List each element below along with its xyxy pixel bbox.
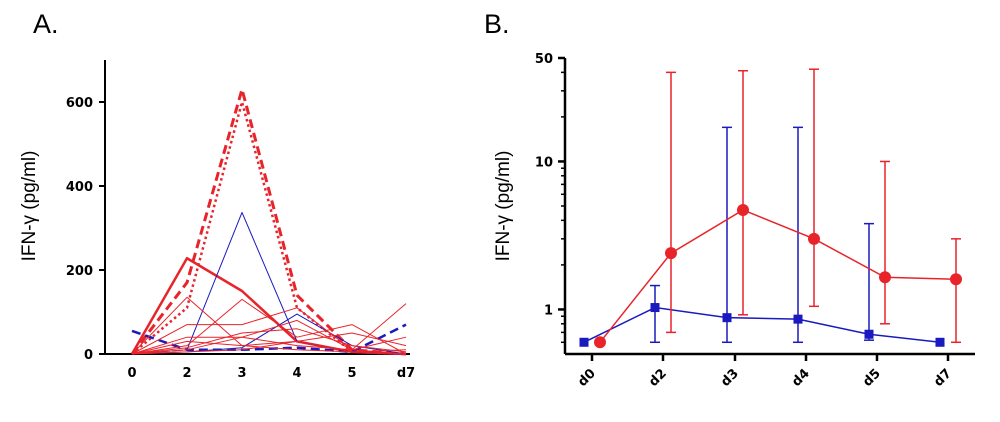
panel-b-marker-circle — [594, 336, 606, 349]
panel-a-x-tick-label: 3 — [237, 366, 246, 381]
panel-b-marker-square — [650, 303, 660, 313]
panel-b-x-tick-label: d2 — [646, 366, 670, 390]
panel-a-series-line — [131, 298, 407, 355]
panel-a-y-tick-label: 400 — [66, 180, 93, 195]
panel-b-marker-square — [793, 314, 803, 324]
panel-b-marker-square — [864, 329, 874, 339]
panel-b-marker-square — [722, 313, 732, 323]
panel-b-series-line — [583, 306, 941, 344]
panel-b: B. IFN-γ (pg/ml) 1 10 50 d0 d2 d3 d4 d5 d7 — [484, 9, 975, 390]
panel-a-x-tick-label: 4 — [292, 366, 301, 381]
panel-a-y-axis-title: IFN-γ (pg/ml) — [19, 151, 40, 262]
panel-a-series-line — [131, 336, 407, 355]
panel-b-x-tick-label: d7 — [931, 366, 955, 390]
panel-b-y-tick-label: 50 — [535, 52, 553, 67]
panel-b-label: B. — [484, 9, 510, 39]
panel-a-series-line — [131, 332, 407, 355]
panel-b-y-tick-label: 10 — [535, 155, 553, 170]
panel-a-y-tick-label: 600 — [66, 96, 93, 111]
panel-b-marker-circle — [950, 273, 962, 286]
panel-a-x-tick-label: 5 — [347, 366, 356, 381]
panel-a: A. IFN-γ (pg/ml) 0 200 400 600 0 2 3 4 5 d7 — [19, 9, 415, 381]
panel-b-x-tick-label: d4 — [789, 366, 813, 390]
panel-b-y-tick-label: 1 — [544, 303, 553, 318]
panel-a-series-line — [131, 296, 407, 355]
panel-a-series-line — [131, 303, 407, 355]
panel-b-y-axis-title: IFN-γ (pg/ml) — [493, 151, 514, 262]
panel-b-x-tick-label: d3 — [718, 366, 742, 390]
panel-a-series-line — [131, 328, 407, 355]
panel-a-y-tick-label: 200 — [66, 264, 93, 279]
panel-a-series-line — [131, 340, 407, 355]
panel-b-marker-circle — [665, 247, 677, 260]
panel-b-marker-circle — [737, 203, 749, 216]
panel-a-x-tick-label: 2 — [182, 366, 191, 381]
panel-a-series-line — [131, 100, 407, 356]
panel-b-x-tick-label: d0 — [575, 366, 599, 390]
panel-b-series-line — [599, 209, 957, 343]
panel-a-label: A. — [33, 9, 59, 39]
panel-b-marker-circle — [879, 271, 891, 284]
panel-a-series-line — [131, 307, 407, 355]
panel-a-x-tick-label: 0 — [127, 366, 136, 381]
panel-b-marker-square — [935, 337, 945, 347]
panel-b-x-tick-label: d5 — [860, 366, 884, 390]
panel-a-x-tick-label: d7 — [397, 366, 415, 381]
panel-b-marker-circle — [808, 232, 820, 245]
panel-a-y-tick-label: 0 — [84, 348, 93, 363]
panel-b-marker-square — [579, 337, 589, 347]
panel-a-series-line — [130, 256, 407, 356]
